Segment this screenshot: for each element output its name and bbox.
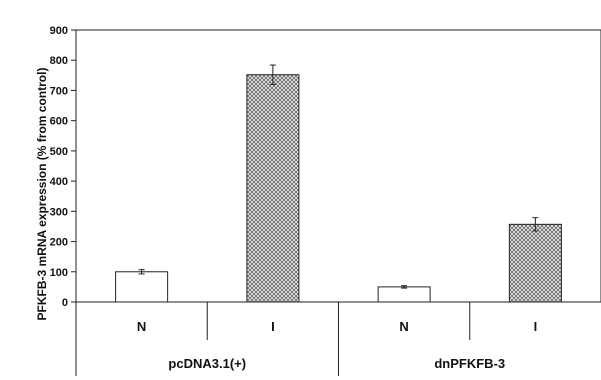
y-tick-label: 0 bbox=[62, 297, 68, 309]
y-axis-label: PFKFB-3 mRNA expression (% from control) bbox=[35, 68, 49, 321]
bar-1-N bbox=[115, 271, 169, 303]
bars bbox=[115, 64, 562, 303]
y-tick-label: 200 bbox=[50, 237, 68, 249]
category-label: I bbox=[534, 319, 538, 334]
category-label: N bbox=[399, 319, 408, 334]
y-tick-label: 500 bbox=[50, 146, 68, 158]
group-label: pcDNA3.1(+) bbox=[168, 356, 246, 371]
y-tick-label: 800 bbox=[50, 55, 68, 67]
y-tick-label: 300 bbox=[50, 206, 68, 218]
y-tick-label: 100 bbox=[50, 267, 68, 279]
y-axis: 0 100 200 300 400 500 600 700 800 900 bbox=[50, 25, 76, 309]
y-tick-label: 900 bbox=[50, 25, 68, 37]
y-tick-label: 400 bbox=[50, 176, 68, 188]
category-label: N bbox=[137, 319, 146, 334]
bar-2-N bbox=[377, 286, 431, 303]
group-label: dnPFKFB-3 bbox=[434, 356, 505, 371]
category-label: I bbox=[271, 319, 275, 334]
y-tick-label: 600 bbox=[50, 116, 68, 128]
bar-2-I bbox=[508, 223, 562, 303]
bar-1-I bbox=[246, 74, 300, 303]
y-tick-label: 700 bbox=[50, 85, 68, 97]
